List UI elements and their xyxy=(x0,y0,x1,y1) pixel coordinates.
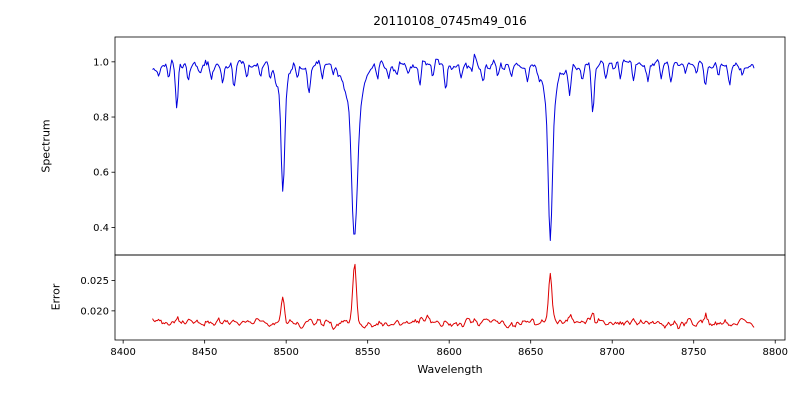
x-tick-label: 8550 xyxy=(355,347,380,358)
x-axis-label: Wavelength xyxy=(417,363,483,376)
chart-title: 20110108_0745m49_016 xyxy=(373,14,527,28)
y-tick-label: 0.020 xyxy=(80,306,109,317)
x-tick-label: 8700 xyxy=(599,347,624,358)
x-tick-label: 8600 xyxy=(436,347,461,358)
x-tick-label: 8450 xyxy=(192,347,217,358)
y-tick-label: 0.6 xyxy=(93,168,109,179)
x-tick-label: 8750 xyxy=(681,347,706,358)
y-tick-label: 0.4 xyxy=(93,223,109,234)
error-panel-frame xyxy=(114,254,786,341)
error-y-axis-label: Error xyxy=(49,283,63,311)
spectrum-y-axis-label: Spectrum xyxy=(39,119,53,173)
spectrum-line xyxy=(152,53,755,241)
y-tick-label: 0.8 xyxy=(93,113,109,124)
y-tick-label: 1.0 xyxy=(93,57,109,68)
x-tick-label: 8500 xyxy=(273,347,298,358)
x-tick-label: 8400 xyxy=(110,347,135,358)
x-tick-label: 8800 xyxy=(762,347,787,358)
y-tick-label: 0.025 xyxy=(80,276,109,287)
error-line xyxy=(152,263,755,330)
x-tick-label: 8650 xyxy=(518,347,543,358)
